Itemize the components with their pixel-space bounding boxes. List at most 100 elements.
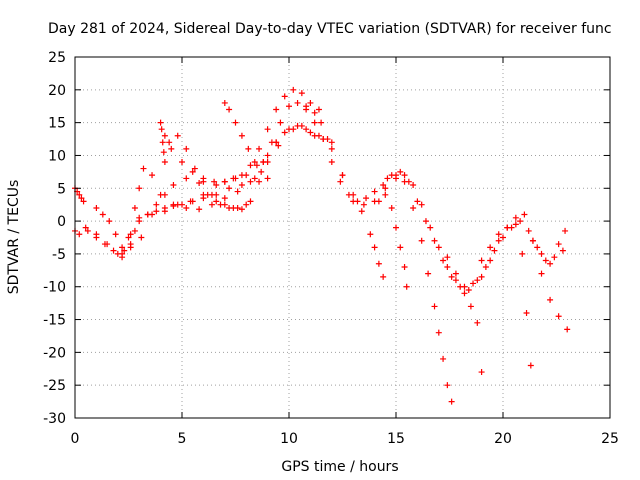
x-axis-ticks: 0 5 10 15 20 25 [71, 57, 619, 447]
data-point [363, 195, 370, 202]
data-point [264, 159, 271, 166]
data-point [315, 132, 322, 139]
data-point [538, 270, 545, 277]
data-point [226, 106, 233, 113]
data-point [397, 244, 404, 251]
data-point [76, 191, 83, 198]
series-track-13 [444, 254, 485, 376]
data-point [168, 145, 175, 152]
data-point [478, 273, 485, 280]
data-point [275, 142, 282, 149]
data-point [149, 172, 156, 179]
data-points [72, 86, 571, 405]
data-point [298, 122, 305, 129]
data-point [221, 178, 228, 185]
data-point [328, 159, 335, 166]
data-point [170, 181, 177, 188]
data-point [523, 309, 530, 316]
data-point [555, 241, 562, 248]
data-point [281, 129, 288, 136]
data-point [525, 227, 532, 234]
data-point [382, 191, 389, 198]
data-point [158, 126, 165, 133]
data-point [487, 257, 494, 264]
data-point [401, 172, 408, 179]
data-point [465, 287, 472, 294]
data-point [78, 195, 85, 202]
data-point [247, 198, 254, 205]
data-point [375, 260, 382, 267]
data-point [425, 270, 432, 277]
data-point [264, 126, 271, 133]
data-point [253, 162, 260, 169]
data-point [307, 129, 314, 136]
data-point [547, 260, 554, 267]
data-point [221, 195, 228, 202]
y-tick-label: 10 [48, 148, 66, 164]
series-track-15 [72, 185, 87, 205]
data-point [189, 168, 196, 175]
data-point [183, 145, 190, 152]
data-point [159, 139, 166, 146]
data-point [403, 283, 410, 290]
plot-frame [74, 56, 611, 419]
data-point [440, 257, 447, 264]
data-point [101, 241, 108, 248]
data-point [418, 237, 425, 244]
data-point [519, 250, 526, 257]
data-point [367, 231, 374, 238]
data-point [307, 99, 314, 106]
data-point [93, 234, 100, 241]
data-point [226, 204, 233, 211]
data-point [562, 227, 569, 234]
data-point [410, 204, 417, 211]
data-point [358, 208, 365, 215]
data-point [281, 93, 288, 100]
data-point [131, 227, 138, 234]
data-point [110, 247, 117, 254]
data-point [82, 224, 89, 231]
data-point [431, 237, 438, 244]
data-point [401, 264, 408, 271]
data-point [196, 206, 203, 213]
data-point [200, 178, 207, 185]
data-point [452, 270, 459, 277]
data-point [542, 257, 549, 264]
data-point [112, 231, 119, 238]
data-point [187, 198, 194, 205]
data-point [380, 181, 387, 188]
data-point [136, 185, 143, 192]
data-point [410, 181, 417, 188]
data-point [384, 175, 391, 182]
data-point [467, 303, 474, 310]
data-point [478, 369, 485, 376]
data-point [251, 175, 258, 182]
data-point [119, 250, 126, 257]
data-point [452, 277, 459, 284]
data-point [127, 231, 134, 238]
data-point [157, 119, 164, 126]
data-point [160, 149, 167, 156]
data-point [243, 172, 250, 179]
data-point [564, 326, 571, 333]
data-point [448, 398, 455, 405]
data-point [461, 283, 468, 290]
data-point [422, 218, 429, 225]
data-point [217, 201, 224, 208]
y-tick-label: 25 [48, 50, 66, 66]
data-point [76, 231, 83, 238]
y-tick-label: 0 [57, 214, 66, 230]
data-point [127, 241, 134, 248]
y-tick-label: 5 [57, 181, 66, 197]
data-point [303, 126, 310, 133]
data-point [337, 178, 344, 185]
data-point [495, 231, 502, 238]
data-point [461, 290, 468, 297]
data-point [427, 224, 434, 231]
data-point [238, 181, 245, 188]
y-tick-label: -15 [43, 313, 66, 329]
data-point [234, 204, 241, 211]
data-point [474, 319, 481, 326]
data-point [251, 159, 258, 166]
